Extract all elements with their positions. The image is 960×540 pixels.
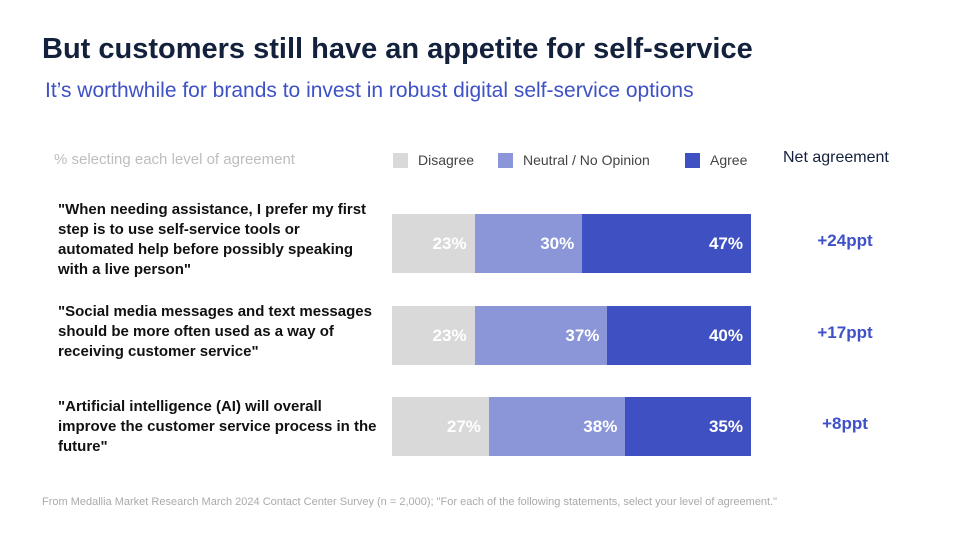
statement-label: "Social media messages and text messages…	[58, 303, 372, 360]
net-agreement-header: Net agreement	[783, 149, 889, 166]
bar-segment-neutral-no-opinion: 38%	[488, 397, 626, 456]
bar-segment-agree: 35%	[625, 397, 751, 456]
bar-segment-disagree: 27%	[392, 397, 489, 456]
legend-swatch	[393, 152, 408, 168]
stacked-bar: 23% 37% 40%	[392, 306, 751, 365]
bar-segment-neutral-no-opinion: 37%	[474, 306, 608, 365]
bar-segment-agree: 47%	[582, 214, 751, 273]
data-label: 40%	[708, 325, 743, 345]
statement-label: "When needing assistance, I prefer my fi…	[58, 201, 367, 278]
data-label: 47%	[708, 233, 743, 253]
data-label: 23%	[432, 233, 467, 253]
legend-label: Agree	[710, 152, 748, 168]
subtitle: It’s worthwhile for brands to invest in …	[45, 79, 694, 102]
statement-label: "Artificial intelligence (AI) will overa…	[58, 398, 377, 455]
page-title: But customers still have an appetite for…	[42, 33, 753, 65]
stacked-bar: 27% 38% 35%	[392, 397, 751, 456]
data-label: 27%	[446, 416, 481, 436]
axis-note: % selecting each level of agreement	[54, 151, 295, 168]
data-label: 23%	[432, 325, 467, 345]
net-agreement-value: +8ppt	[822, 414, 868, 433]
data-label: 37%	[565, 325, 600, 345]
bar-segment-neutral-no-opinion: 30%	[474, 214, 583, 273]
legend-item: Disagree	[393, 152, 474, 168]
legend-label: Disagree	[418, 152, 475, 168]
source-note: From Medallia Market Research March 2024…	[42, 496, 778, 508]
data-label: 38%	[583, 416, 618, 436]
legend-label: Neutral / No Opinion	[523, 152, 650, 168]
legend-item: Neutral / No Opinion	[498, 152, 650, 168]
bar-segment-disagree: 23%	[392, 306, 475, 365]
net-agreement-value: +24ppt	[817, 231, 873, 250]
bar-segment-disagree: 23%	[392, 214, 475, 273]
net-agreement-value: +17ppt	[817, 323, 873, 342]
bar-segment-agree: 40%	[607, 306, 751, 365]
data-label: 30%	[540, 233, 575, 253]
stacked-bar: 23% 30% 47%	[392, 214, 751, 273]
legend-swatch	[685, 152, 700, 168]
legend-item: Agree	[685, 152, 747, 168]
legend-swatch	[498, 152, 513, 168]
data-label: 35%	[708, 416, 743, 436]
